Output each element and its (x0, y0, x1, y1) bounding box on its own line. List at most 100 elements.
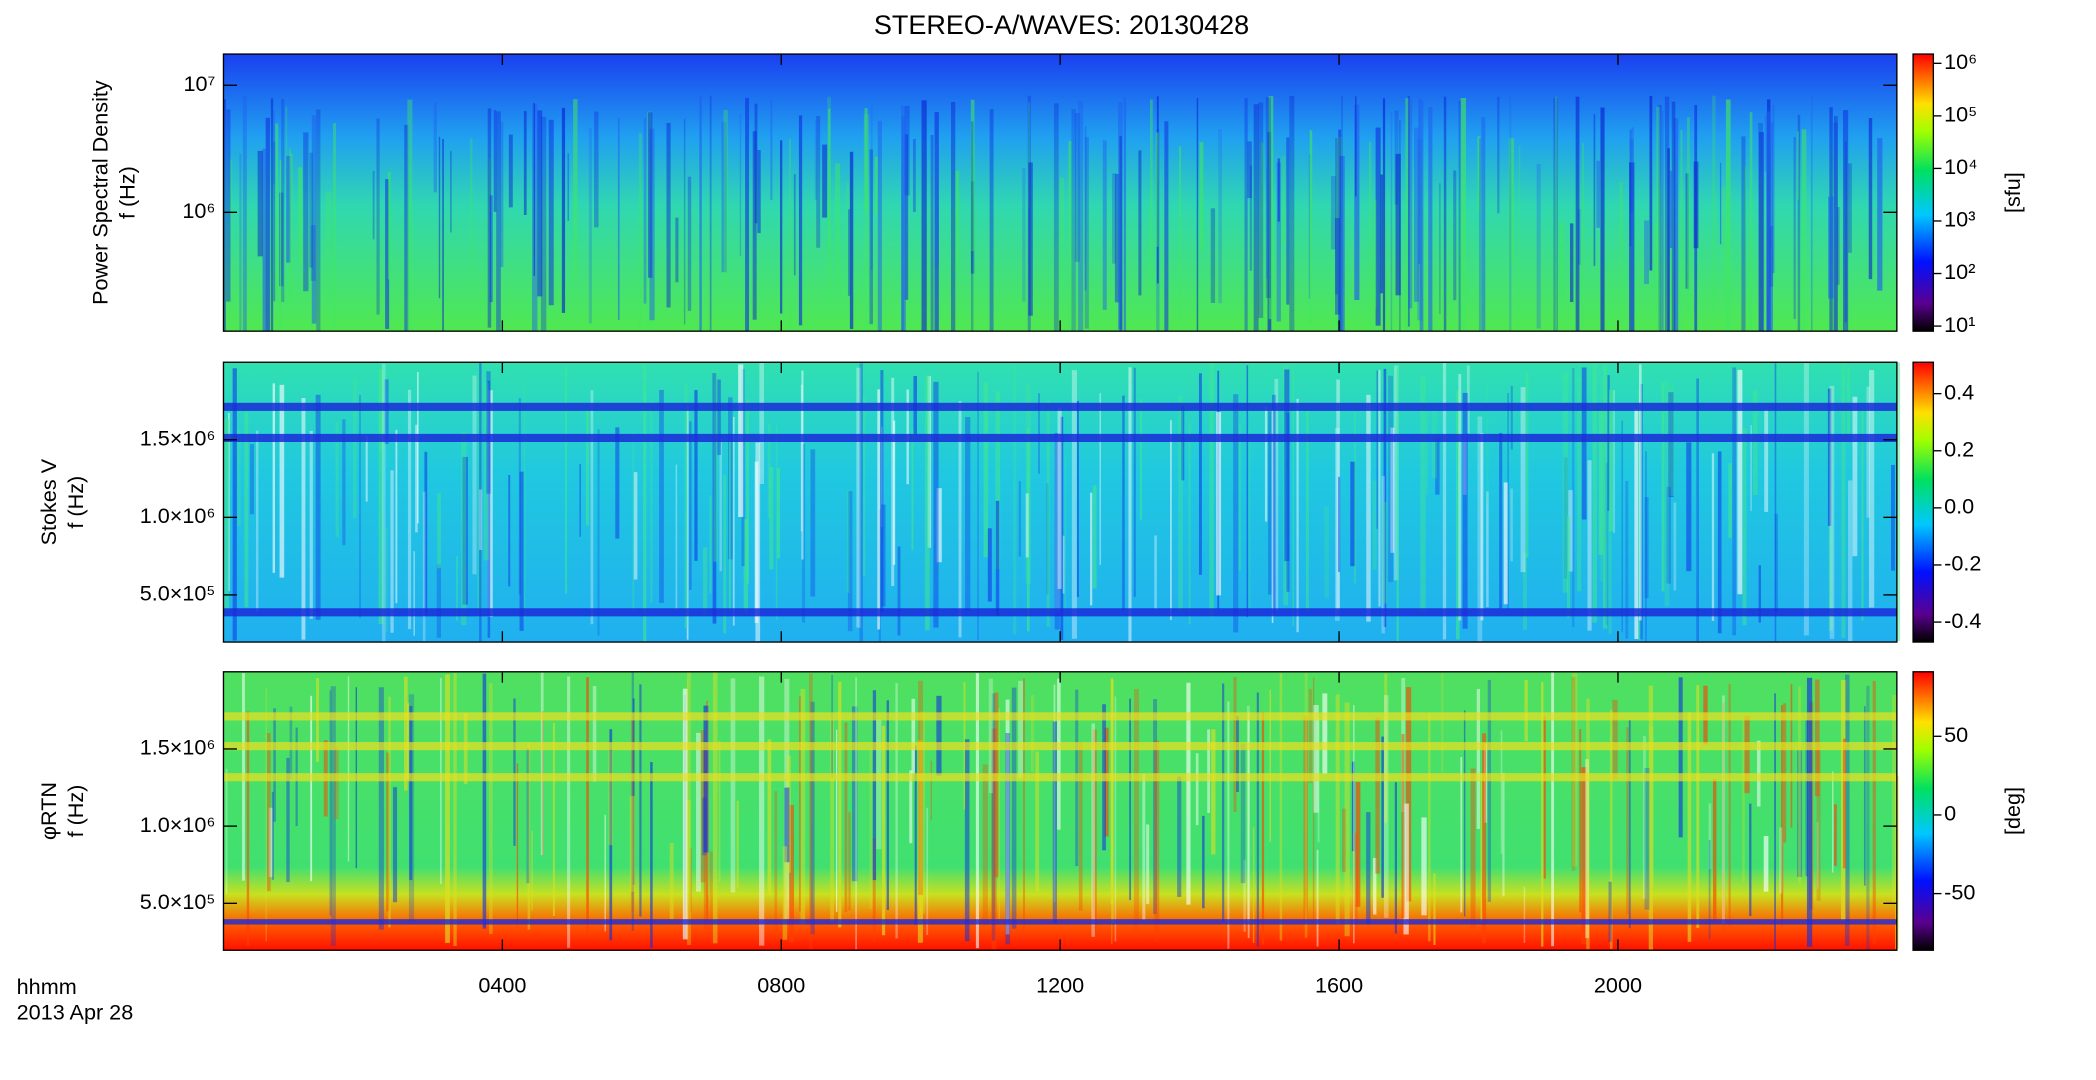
texture (237, 429, 241, 527)
texture (1264, 406, 1268, 522)
texture (1046, 483, 1049, 595)
texture (1644, 220, 1649, 285)
texture (810, 701, 815, 935)
texture (1769, 225, 1774, 287)
texture (1092, 485, 1097, 589)
texture (1661, 382, 1665, 592)
texture (1266, 166, 1270, 279)
texture (743, 519, 748, 614)
texture (488, 158, 491, 308)
texture (1243, 859, 1246, 932)
texture (437, 493, 442, 569)
texture (1668, 392, 1674, 497)
texture (1541, 682, 1544, 947)
texture (408, 694, 415, 922)
texture (438, 136, 441, 299)
texture (1059, 178, 1065, 288)
texture (453, 673, 457, 947)
texture (1568, 490, 1574, 572)
texture (1612, 390, 1616, 533)
texture (1774, 363, 1777, 642)
texture (732, 416, 735, 626)
texture (1648, 685, 1654, 950)
texture (847, 491, 853, 632)
texture (1758, 122, 1763, 332)
texture (1477, 136, 1481, 212)
texture (1758, 565, 1761, 623)
texture (1394, 782, 1397, 934)
texture (869, 149, 873, 325)
texture (917, 740, 923, 943)
texture (489, 683, 493, 935)
texture (784, 787, 790, 863)
texture (713, 369, 718, 562)
texture (1722, 702, 1725, 935)
texture (859, 363, 864, 642)
texture (579, 464, 582, 537)
texture (486, 371, 491, 494)
colorbar-tick-label: 0.2 (1944, 436, 1974, 461)
texture (1848, 480, 1853, 642)
texture (1896, 362, 1901, 641)
texture (1335, 218, 1340, 315)
texture (1336, 379, 1340, 610)
texture (886, 700, 889, 911)
texture (478, 489, 483, 550)
texture (1247, 141, 1252, 199)
texture (1156, 96, 1159, 284)
y-axis-label: f (Hz) (63, 785, 88, 838)
texture (422, 491, 426, 641)
texture (872, 690, 877, 881)
texture (1482, 733, 1487, 944)
texture (801, 444, 806, 623)
texture (991, 693, 996, 941)
texture (1209, 362, 1214, 617)
texture (1827, 388, 1832, 526)
texture (1425, 401, 1428, 495)
texture (1866, 685, 1870, 950)
texture (767, 739, 772, 895)
texture (1388, 375, 1393, 583)
texture (754, 103, 758, 224)
texture (1394, 365, 1399, 581)
texture (810, 449, 816, 597)
texture (1758, 132, 1765, 332)
texture (1268, 411, 1272, 595)
texture (1022, 167, 1026, 302)
texture (523, 111, 527, 216)
texture (683, 119, 686, 325)
texture (1458, 374, 1462, 621)
texture (970, 121, 974, 332)
texture (1376, 370, 1378, 529)
texture (508, 134, 513, 208)
texture (1712, 95, 1716, 313)
texture (279, 160, 282, 332)
texture (608, 750, 613, 846)
texture (1797, 114, 1801, 332)
texture (639, 684, 642, 917)
texture (798, 115, 803, 326)
texture (1244, 98, 1248, 332)
texture (615, 427, 620, 539)
texture (417, 372, 419, 524)
texture (869, 747, 873, 909)
texture (1419, 99, 1424, 332)
colorbar-tick-label: 10⁵ (1944, 102, 1977, 127)
texture (983, 382, 989, 558)
texture (1249, 165, 1253, 271)
texture (1338, 476, 1341, 573)
texture (958, 401, 962, 638)
texture (1401, 734, 1405, 919)
spectrogram (223, 54, 1897, 332)
texture (225, 768, 228, 894)
texture (347, 676, 350, 862)
texture (730, 678, 736, 893)
texture (1276, 162, 1281, 322)
texture (289, 147, 291, 299)
texture (1609, 709, 1613, 949)
texture (1460, 757, 1463, 913)
x-tick-label: 1200 (1036, 972, 1084, 997)
texture (1378, 369, 1381, 607)
texture (1435, 438, 1440, 495)
colorbar-tick-label: 50 (1944, 722, 1968, 747)
